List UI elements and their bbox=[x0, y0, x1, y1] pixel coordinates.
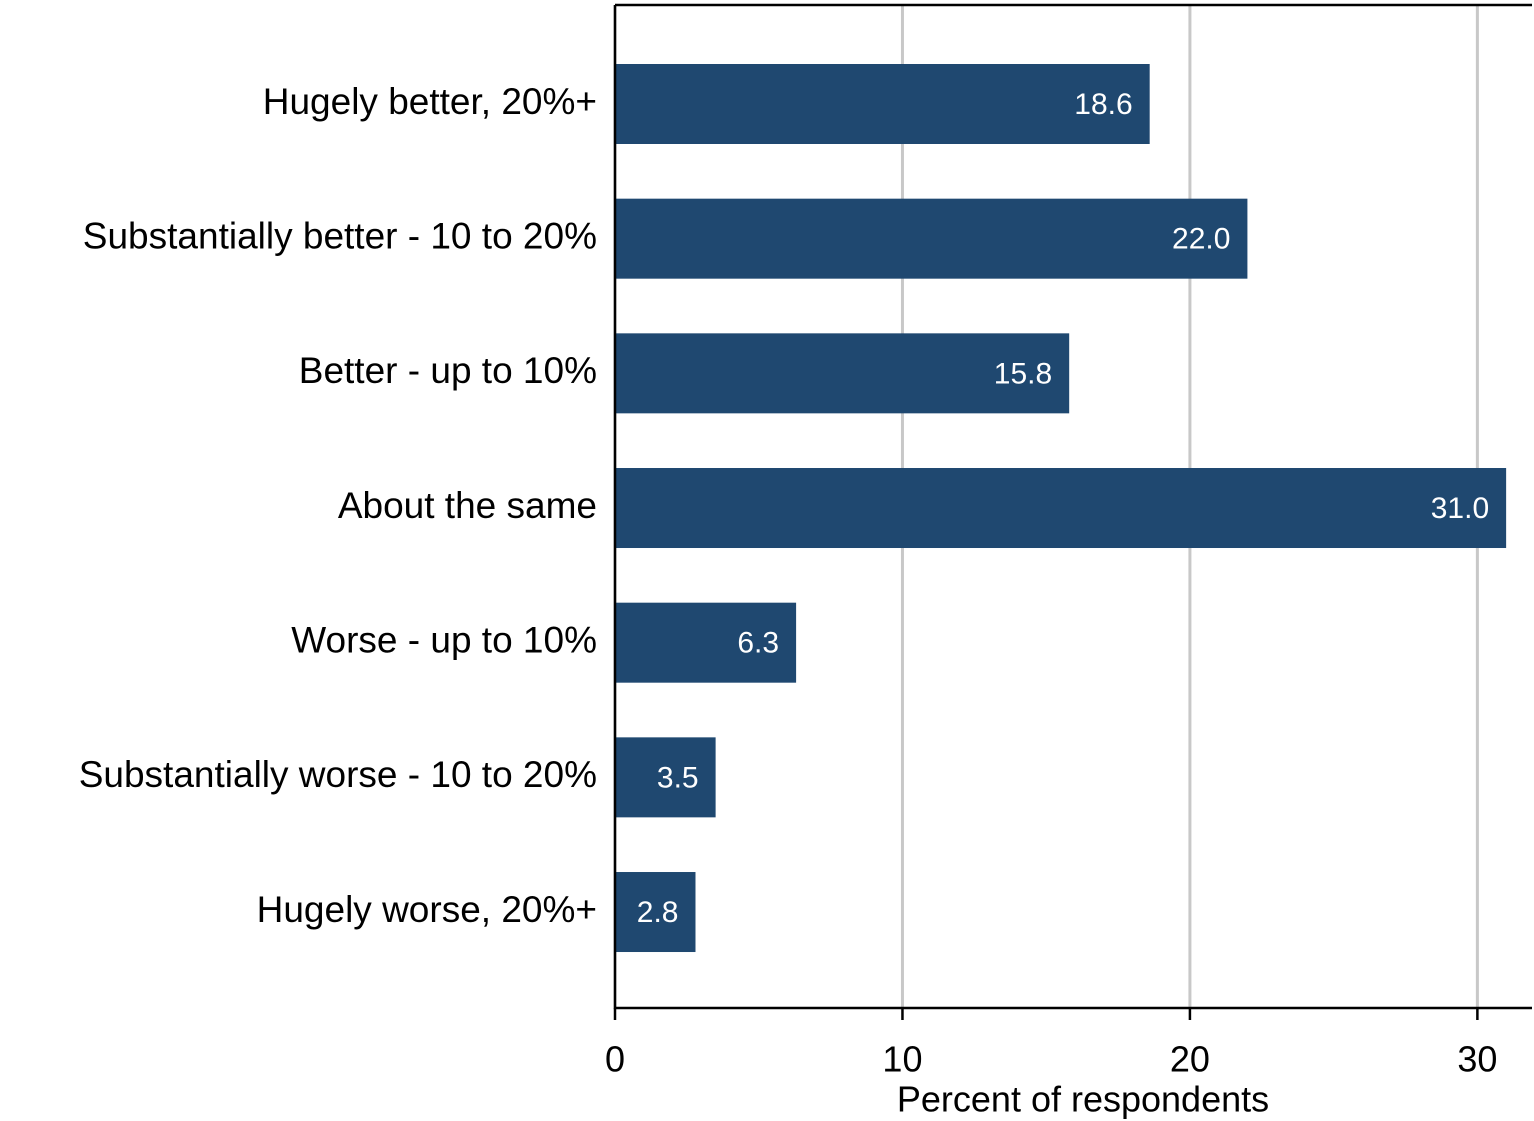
value-label: 31.0 bbox=[1431, 492, 1489, 525]
value-label: 3.5 bbox=[657, 761, 699, 794]
y-tick-label: Better - up to 10% bbox=[299, 350, 597, 391]
value-label: 6.3 bbox=[737, 627, 779, 660]
y-tick-label: Hugely worse, 20%+ bbox=[257, 889, 597, 930]
value-label: 18.6 bbox=[1074, 88, 1132, 121]
bar bbox=[615, 468, 1507, 549]
value-label: 2.8 bbox=[637, 896, 679, 929]
y-tick-label: Worse - up to 10% bbox=[291, 619, 597, 660]
y-tick-label: Substantially worse - 10 to 20% bbox=[79, 754, 597, 795]
bar bbox=[615, 872, 696, 953]
bar bbox=[615, 737, 716, 818]
x-tick-label: 0 bbox=[605, 1039, 625, 1080]
axis-frame bbox=[613, 3, 1532, 1010]
value-label: 15.8 bbox=[994, 357, 1052, 390]
bar bbox=[615, 602, 797, 683]
value-label: 22.0 bbox=[1172, 223, 1230, 256]
x-tick-label: 10 bbox=[882, 1039, 922, 1080]
y-tick-label: Substantially better - 10 to 20% bbox=[83, 215, 597, 256]
x-tick-label: 30 bbox=[1457, 1039, 1497, 1080]
bar bbox=[615, 64, 1150, 144]
bar bbox=[615, 333, 1070, 414]
y-tick-label: Hugely better, 20%+ bbox=[263, 81, 597, 122]
bar bbox=[615, 198, 1248, 279]
x-tick-label: 20 bbox=[1170, 1039, 1210, 1080]
x-axis-title: Percent of respondents bbox=[897, 1079, 1269, 1120]
y-tick-label: About the same bbox=[338, 485, 597, 526]
